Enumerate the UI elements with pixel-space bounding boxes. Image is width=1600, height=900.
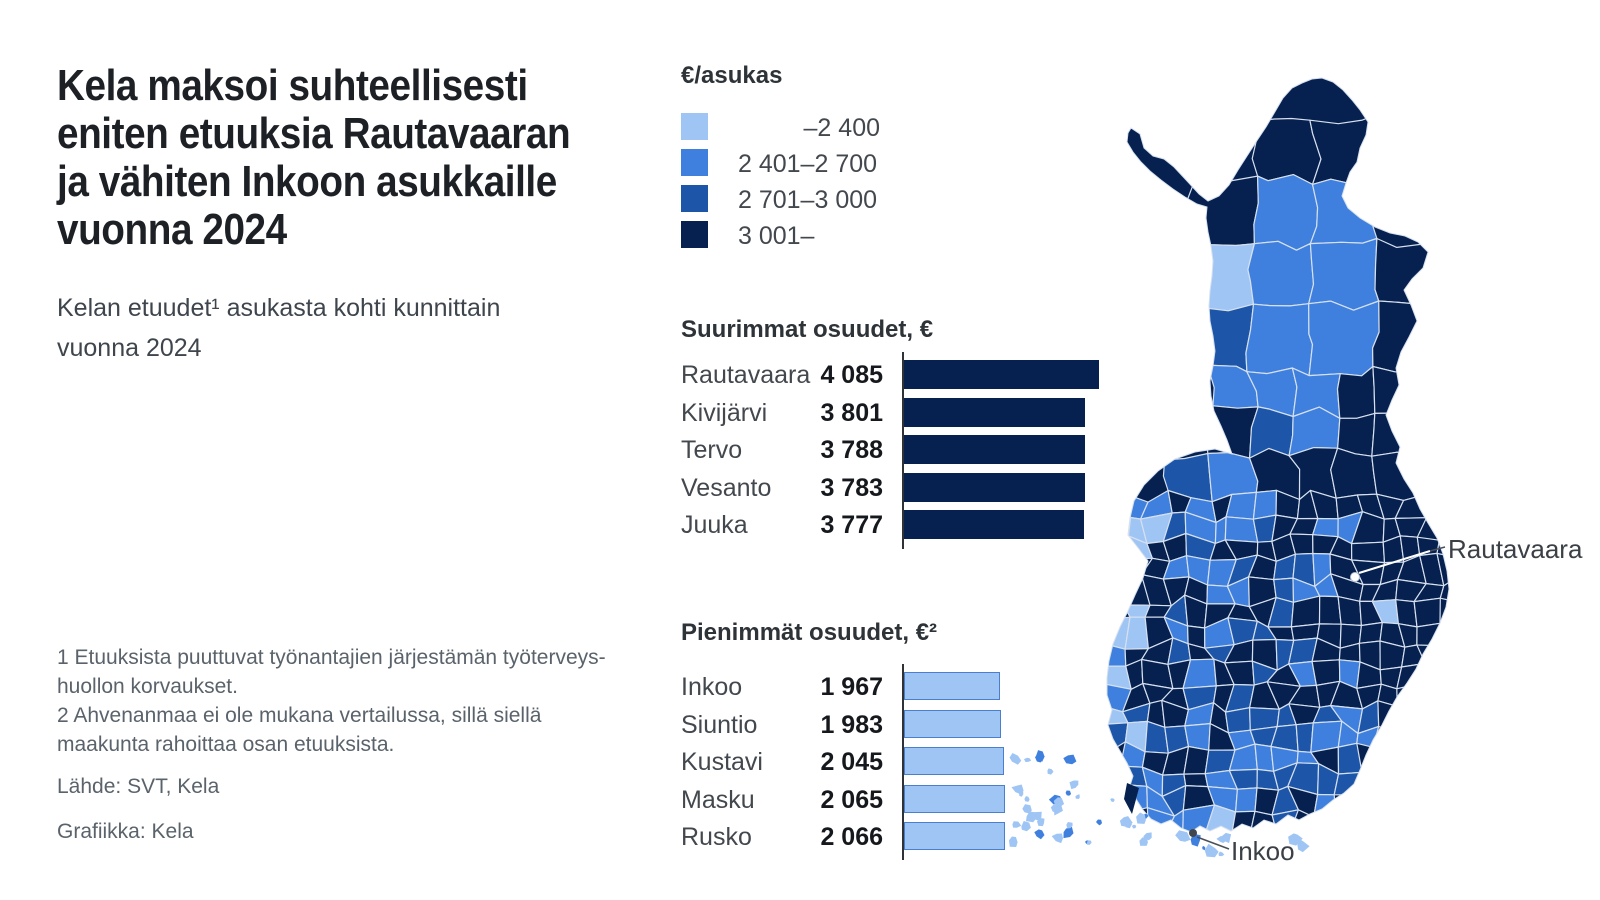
map-annotation-inkoo: Inkoo: [1231, 836, 1295, 866]
row-value: 3 777: [820, 511, 883, 540]
chart-row: Kustavi 2 045: [681, 743, 1101, 781]
bar: [904, 822, 1005, 851]
bar: [904, 435, 1085, 465]
chart-largest-shares: Suurimmat osuudet, € Rautavaara 4 085 Ki…: [681, 316, 1101, 549]
row-label: Inkoo: [681, 673, 743, 701]
chart-row: Tervo 3 788: [681, 431, 1101, 469]
title-line: ja vähiten Inkoon asukkaille: [57, 157, 557, 206]
legend-swatch-middark: [681, 185, 708, 212]
row-label: Vesanto: [681, 473, 772, 502]
row-value: 1 983: [820, 710, 883, 739]
finland-choropleth-map: [1000, 55, 1575, 900]
legend-swatch-light: [681, 113, 708, 140]
row-label: Kustavi: [681, 748, 763, 777]
legend-swatch-navy: [681, 221, 708, 248]
credit-line: Grafiikka: Kela: [57, 820, 194, 843]
row-value: 2 065: [820, 785, 883, 814]
title-line: vuonna 2024: [57, 205, 287, 254]
row-value: 4 085: [820, 361, 883, 389]
chart-row: Masku 2 065: [681, 781, 1101, 819]
footnotes: 1 Etuuksista puuttuvat työnantajien järj…: [57, 643, 657, 759]
row-label: Kivijärvi: [681, 398, 768, 427]
chart-row: Kivijärvi 3 801: [681, 394, 1101, 432]
chart-row: Inkoo 1 967: [681, 668, 1101, 706]
subtitle-line: Kelan etuudet¹ asukasta kohti kunnittain: [57, 294, 501, 322]
chart-row: Rautavaara 4 085: [681, 356, 1101, 394]
bar: [904, 784, 1005, 813]
row-label: Siuntio: [681, 710, 758, 739]
footnote-line: 1 Etuuksista puuttuvat työnantajien järj…: [57, 646, 606, 669]
subtitle: Kelan etuudet¹ asukasta kohti kunnittain…: [57, 288, 617, 368]
bar: [904, 472, 1085, 502]
row-value: 2 066: [820, 823, 883, 852]
legend-item-label: 3 001–: [738, 222, 815, 250]
chart-title: Pienimmät osuudet, €²: [681, 619, 938, 646]
legend-title: €/asukas: [681, 62, 783, 89]
chart-axis: [902, 664, 904, 860]
row-value: 3 788: [820, 436, 883, 465]
row-label: Rautavaara: [681, 361, 811, 389]
row-label: Masku: [681, 785, 755, 814]
row-label: Juuka: [681, 511, 748, 540]
bar: [904, 747, 1004, 776]
page-title: Kela maksoi suhteellisesti eniten etuuks…: [57, 62, 638, 254]
row-label: Tervo: [681, 436, 743, 465]
footnote-line: maakunta rahoittaa osan etuuksista.: [57, 733, 395, 756]
title-line: eniten etuuksia Rautavaaran: [57, 109, 571, 158]
chart-row: Siuntio 1 983: [681, 706, 1101, 744]
chart-row: Vesanto 3 783: [681, 469, 1101, 507]
subtitle-line: vuonna 2024: [57, 334, 202, 362]
legend-item-label: 2 701–3 000: [738, 186, 878, 214]
row-value: 3 801: [820, 398, 883, 427]
legend-item-label: 2 401–2 700: [738, 150, 878, 178]
row-value: 3 783: [820, 473, 883, 502]
legend-item-label: –2 400: [803, 114, 880, 142]
bar: [904, 397, 1086, 427]
bar: [904, 510, 1085, 540]
chart-rows: Rautavaara 4 085 Kivijärvi 3 801 Tervo 3…: [681, 356, 1101, 544]
chart-row: Juuka 3 777: [681, 506, 1101, 544]
chart-smallest-shares: Pienimmät osuudet, €² Inkoo 1 967 Siunti…: [681, 619, 1101, 860]
row-value: 2 045: [820, 748, 883, 777]
legend-swatch-medium: [681, 149, 708, 176]
chart-rows: Inkoo 1 967 Siuntio 1 983 Kustavi 2 045 …: [681, 668, 1101, 856]
chart-title: Suurimmat osuudet, €: [681, 316, 934, 343]
row-value: 1 967: [820, 673, 883, 701]
row-label: Rusko: [681, 823, 752, 852]
bar: [904, 360, 1100, 389]
source-line: Lähde: SVT, Kela: [57, 775, 220, 798]
chart-axis: [902, 352, 904, 549]
chart-row: Rusko 2 066: [681, 818, 1101, 856]
footnote-line: huollon korvaukset.: [57, 675, 238, 698]
footnote-line: 2 Ahvenanmaa ei ole mukana vertailussa, …: [57, 704, 542, 727]
title-line: Kela maksoi suhteellisesti: [57, 61, 528, 110]
map-annotation-rautavaara: Rautavaara: [1448, 534, 1583, 564]
map-legend: €/asukas –2 400 2 401–2 700 2 701–3 000 …: [681, 62, 941, 250]
bar: [904, 709, 1001, 738]
bar: [904, 672, 1000, 700]
